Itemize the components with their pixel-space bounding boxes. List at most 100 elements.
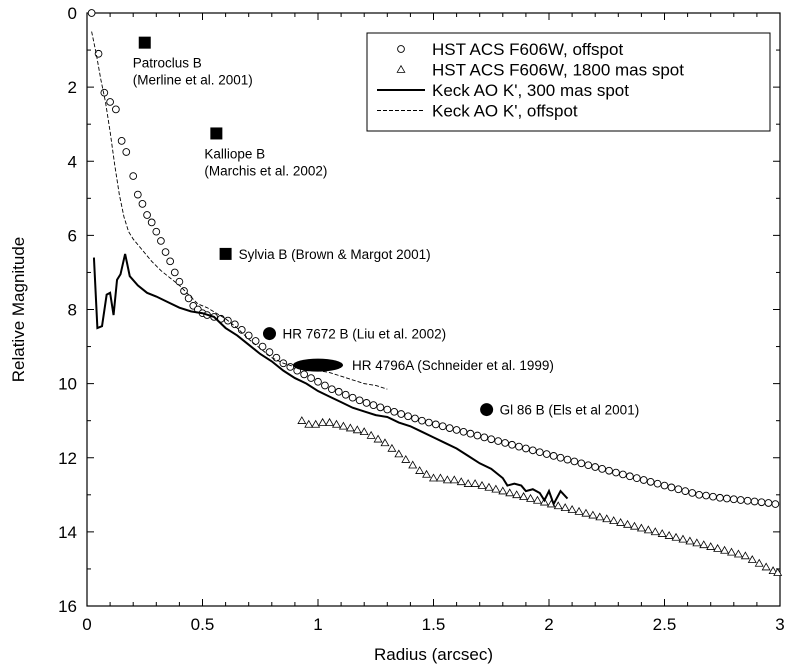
- data-point: [452, 426, 461, 434]
- series-4: [91, 31, 388, 390]
- data-point: [563, 455, 572, 464]
- data-point: [459, 427, 468, 436]
- y-tick-label: 12: [58, 449, 77, 468]
- data-point: [532, 495, 542, 504]
- data-point: [660, 481, 669, 490]
- annotation-1: Patroclus B (Merline et al. 2001): [133, 36, 253, 88]
- data-point: [170, 268, 179, 277]
- x-tick-label: 1.5: [422, 615, 446, 634]
- data-point: [387, 443, 397, 452]
- annotations: Patroclus B (Merline et al. 2001) Kalliope…: [133, 36, 639, 418]
- data-point: [757, 498, 766, 507]
- data-point: [612, 468, 620, 477]
- data-point: [152, 227, 161, 236]
- data-point: [625, 472, 634, 481]
- data-point: [359, 427, 369, 436]
- axes: 0 0.5 1 1.5 2 2.5 3 0 2 4 6 8 10 12 14 16: [58, 4, 785, 634]
- data-point: [129, 172, 138, 180]
- data-point: [609, 516, 619, 525]
- data-point: [318, 417, 328, 426]
- data-point: [244, 331, 253, 340]
- data-point: [311, 419, 321, 428]
- data-point: [667, 483, 676, 492]
- legend-box: [366, 32, 771, 132]
- data-point: [338, 421, 348, 430]
- data-point: [567, 505, 577, 513]
- data-point: [733, 549, 743, 558]
- data-point: [157, 237, 165, 245]
- annotation-label: (Merline et al. 2001): [133, 73, 253, 88]
- legend-label: HST ACS F606W, offspot: [432, 40, 623, 59]
- y-tick-label: 10: [58, 375, 77, 394]
- data-point: [435, 473, 445, 482]
- data-point: [723, 494, 731, 503]
- data-point: [713, 543, 723, 552]
- data-point: [166, 257, 175, 266]
- annotation-3: Sylvia B (Brown & Margot 2001): [219, 247, 431, 262]
- data-point: [117, 137, 126, 145]
- legend-symbol: [396, 64, 406, 73]
- data-point: [553, 501, 563, 510]
- data-point: [542, 450, 551, 458]
- data-point: [699, 540, 709, 549]
- data-point: [702, 491, 710, 500]
- annotation-label: Patroclus B: [133, 56, 202, 71]
- data-point: [175, 277, 184, 286]
- data-point: [729, 495, 738, 504]
- data-point: [570, 457, 579, 466]
- annotation-6: Gl 86 B (Els et al 2001): [480, 403, 639, 418]
- data-point: [106, 98, 114, 106]
- data-point: [605, 466, 613, 475]
- data-point: [653, 479, 662, 488]
- data-point: [740, 551, 750, 560]
- data-point: [629, 521, 639, 530]
- data-point: [397, 410, 406, 418]
- data-point: [519, 492, 529, 500]
- data-point: [505, 488, 515, 497]
- data-point: [345, 423, 355, 432]
- circle-marker: [262, 327, 276, 341]
- data-point: [380, 438, 390, 447]
- data-point: [695, 490, 704, 499]
- data-point: [522, 444, 530, 453]
- data-point: [180, 287, 188, 295]
- data-point: [138, 200, 147, 208]
- data-point: [747, 555, 757, 563]
- x-tick-label: 1: [313, 615, 322, 634]
- series-line: [92, 253, 569, 507]
- y-tick-label: 14: [58, 523, 77, 542]
- annotation-label: HR 7672 B (Liu et al. 2002): [282, 327, 446, 342]
- data-point: [549, 452, 558, 460]
- annotation-5: HR 4796A (Schneider et al. 1999): [293, 358, 554, 373]
- data-point: [325, 417, 335, 426]
- data-point: [466, 429, 475, 438]
- data-point: [512, 490, 522, 499]
- data-point: [401, 454, 411, 463]
- legend-entry-2: HST ACS F606W, 1800 mas spot: [396, 61, 684, 80]
- data-point: [743, 496, 752, 505]
- data-point: [237, 326, 246, 334]
- data-series: [87, 9, 783, 576]
- data-point: [307, 374, 315, 382]
- ellipse-marker: [293, 358, 343, 372]
- data-point: [394, 449, 404, 458]
- legend-label: HST ACS F606W, 1800 mas spot: [432, 61, 684, 80]
- y-tick-label: 6: [68, 226, 77, 245]
- data-point: [588, 510, 598, 519]
- data-point: [112, 105, 120, 114]
- data-point: [161, 248, 170, 256]
- data-point: [692, 538, 702, 547]
- y-tick-label: 16: [58, 597, 77, 616]
- data-point: [750, 497, 759, 506]
- series-2: [297, 416, 783, 576]
- data-point: [674, 485, 683, 494]
- data-point: [484, 482, 494, 491]
- data-point: [498, 486, 508, 495]
- data-point: [709, 492, 717, 501]
- data-point: [632, 474, 641, 482]
- data-point: [636, 523, 646, 532]
- y-tick-label: 8: [68, 301, 77, 320]
- data-point: [639, 476, 648, 484]
- data-point: [304, 419, 314, 428]
- data-point: [314, 377, 322, 386]
